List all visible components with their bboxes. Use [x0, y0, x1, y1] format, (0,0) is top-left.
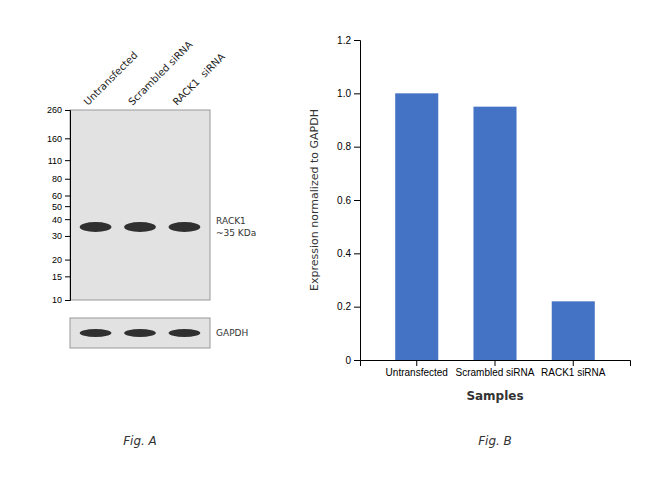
tick-label: 0.8	[337, 141, 351, 152]
tick-mark	[65, 138, 70, 139]
tick-mark	[65, 219, 70, 220]
tick: 50	[52, 202, 70, 212]
tick-mark	[354, 200, 360, 201]
title: Fig. B	[478, 434, 512, 448]
tick: 0	[345, 355, 360, 366]
figure: Untransfected Scrambled siRNA RACK1 siRNA 2…	[0, 0, 650, 478]
tick-label: 40	[52, 215, 62, 225]
loading-band	[124, 329, 156, 337]
tick-mark	[354, 253, 360, 254]
tick: 1.0	[337, 88, 360, 99]
tick: 80	[52, 174, 70, 184]
bar	[552, 301, 595, 360]
tick-label: 1.2	[337, 35, 351, 46]
title: Fig. A	[123, 434, 157, 448]
tick-mark	[495, 360, 496, 366]
mw-axis: 260 160 110 80 6050 40 30 20 15 10	[47, 105, 71, 305]
loading-strip	[70, 318, 210, 348]
tick-mark	[65, 196, 70, 197]
tick: 260	[47, 105, 70, 115]
tick-label: 0.2	[337, 301, 351, 312]
axis-line	[354, 41, 361, 361]
bars	[395, 93, 595, 360]
annotation: GAPDH	[216, 328, 248, 338]
tick-mark	[65, 236, 70, 237]
tick: Untransfected	[386, 360, 448, 378]
tick: 0.6	[337, 195, 360, 206]
tick-label: 0.6	[337, 195, 351, 206]
band	[124, 222, 156, 232]
tick-mark	[354, 147, 360, 148]
tick-label: 20	[52, 255, 62, 265]
tick-mark	[354, 360, 360, 361]
tick-mark	[354, 307, 360, 308]
x-axis-title: Samples	[466, 389, 523, 403]
tick-mark	[65, 260, 70, 261]
tick-label: 60	[52, 191, 62, 201]
blot-panel: UntransfectedScrambled siRNARACK1 siRNA2…	[47, 39, 256, 448]
tick: 0.4	[337, 248, 360, 259]
band	[80, 222, 112, 232]
tick-mark	[65, 110, 70, 111]
gel	[70, 110, 210, 300]
axis-line	[65, 111, 71, 301]
tick: 0.2	[337, 301, 360, 312]
tick: 0.8	[337, 141, 360, 152]
tick-mark	[416, 360, 417, 366]
tick-label: 80	[52, 174, 62, 184]
tick-label: Scrambled siRNA	[456, 367, 535, 378]
tick-label: RACK1 siRNA	[541, 367, 606, 378]
tick-mark	[65, 179, 70, 180]
tick: 60	[52, 191, 70, 201]
loading-band	[169, 329, 201, 337]
tick-mark	[65, 276, 70, 277]
tick: 10	[52, 295, 70, 305]
bar	[473, 107, 516, 360]
band-label: RACK1~35 KDa	[216, 215, 256, 237]
tick: 1.2	[337, 35, 360, 46]
band	[169, 222, 201, 232]
y-axis-title: Expression normalized to GAPDH	[308, 109, 321, 291]
tick: 160	[47, 134, 70, 144]
tick: RACK1 siRNA	[541, 360, 606, 378]
tick-label: 30	[52, 231, 62, 241]
axis-line	[361, 361, 631, 367]
tick-label: 0.4	[337, 248, 351, 259]
tick-label: 15	[52, 272, 62, 282]
tick: 110	[48, 156, 70, 166]
bar-panel: 0 0.2 0.4 0.6 0.8 1.0 1.2 Untransfected Scramble…	[308, 35, 631, 448]
tick-mark	[65, 160, 70, 161]
loading-band	[80, 329, 112, 337]
bar	[395, 93, 438, 360]
tick-mark	[65, 206, 70, 207]
tick: 40	[52, 215, 70, 225]
tick-label: 10	[52, 295, 62, 305]
tick-mark	[573, 360, 574, 366]
tick: Scrambled siRNA	[456, 360, 535, 378]
tick-label: 160	[47, 134, 62, 144]
tick-mark	[65, 300, 70, 301]
tick-mark	[354, 40, 360, 41]
tick-label: Untransfected	[386, 367, 448, 378]
tick-mark	[354, 93, 360, 94]
tick: 20	[52, 255, 70, 265]
tick: 30	[52, 231, 70, 241]
bands	[80, 222, 201, 232]
tick-label: 50	[52, 202, 62, 212]
lane-label: RACK1 siRNA	[171, 51, 227, 107]
tick-label: 260	[47, 105, 62, 115]
tick-label: 1.0	[337, 88, 351, 99]
x-axis: Untransfected Scrambled siRNA RACK1 siRNA	[361, 360, 631, 378]
y-axis: 0 0.2 0.4 0.6 0.8 1.0 1.2	[337, 35, 360, 366]
tick: 15	[52, 272, 70, 282]
tick-label: 110	[48, 156, 62, 166]
tick-label: 0	[345, 355, 351, 366]
